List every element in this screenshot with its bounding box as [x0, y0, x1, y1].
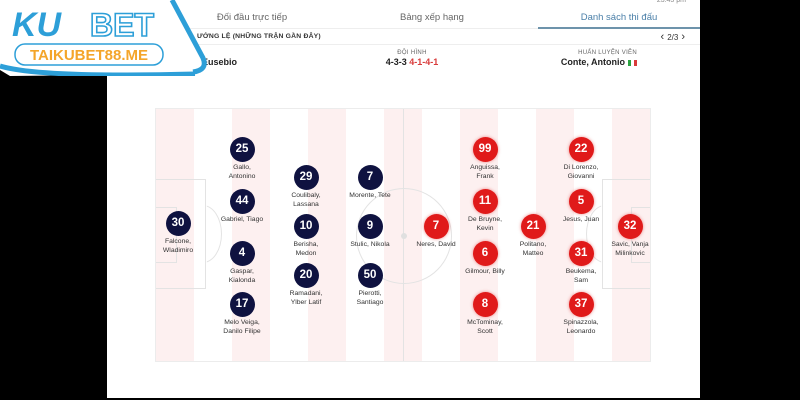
away-player[interactable]: 11 De Bruyne, Kevin: [450, 189, 520, 233]
home-player[interactable]: 25 Gallo, Antonino: [207, 137, 277, 181]
away-player[interactable]: 37 Spinazzola, Leonardo: [546, 292, 616, 336]
player-name: Politano, Matteo: [519, 241, 547, 257]
jersey-number-badge[interactable]: 7: [357, 165, 383, 190]
away-player[interactable]: 6 Gilmour, Billy: [450, 241, 520, 277]
home-coach-name: , Eusebio: [197, 57, 238, 67]
player-name: Melo Veiga, Danilo Filipe: [223, 319, 261, 335]
away-player[interactable]: 32 Savic, Vanja Milinkovic: [595, 214, 650, 258]
jersey-number-badge[interactable]: 31: [568, 241, 594, 266]
player-name: Pierotti, Santiago: [356, 290, 384, 306]
brand-bet: BET: [90, 7, 154, 43]
center-circle: [356, 188, 452, 284]
player-name: Gallo, Antonino: [228, 164, 256, 180]
player-name: Ramadani, Ylber Latif: [289, 290, 323, 306]
jersey-number-badge[interactable]: 4: [229, 241, 255, 266]
formation-label: ĐỘI HÌNH: [397, 50, 427, 56]
prev-page-icon[interactable]: ‹: [660, 31, 665, 43]
away-player[interactable]: 31 Beukema, Sam: [546, 241, 616, 285]
football-pitch: 30 Falcone, Wladimiro 25 Gallo, Antonino 44 G…: [155, 108, 651, 362]
jersey-number-badge[interactable]: 9: [357, 214, 383, 239]
home-player[interactable]: 29 Coulibaly, Lassana: [271, 165, 341, 209]
player-name: Stulic, Nikola: [350, 241, 390, 248]
player-name: Spinazzola, Leonardo: [563, 319, 599, 335]
player-name: Coulibaly, Lassana: [291, 192, 321, 208]
jersey-number-badge[interactable]: 6: [472, 241, 498, 266]
jersey-number-badge[interactable]: 7: [423, 214, 449, 239]
page-indicator: 2/3: [667, 32, 679, 42]
player-name: Di Lorenzo, Giovanni: [563, 164, 599, 180]
player-name: Falcone, Wladimiro: [162, 238, 194, 254]
brand-domain: TAIKUBET88.ME: [30, 47, 148, 64]
jersey-number-badge[interactable]: 10: [293, 214, 319, 239]
home-player[interactable]: 20 Ramadani, Ylber Latif: [271, 263, 341, 307]
home-player[interactable]: 9 Stulic, Nikola: [335, 214, 405, 250]
home-player[interactable]: 17 Melo Veiga, Danilo Filipe: [207, 292, 277, 336]
jersey-number-badge[interactable]: 21: [520, 214, 546, 239]
home-player[interactable]: 30 Falcone, Wladimiro: [156, 211, 213, 255]
formations: ĐỘI HÌNH 4-3-3 4-1-4-1: [352, 50, 472, 67]
section-header: ƯỚNG LỆ (NHỮNG TRẬN GẦN ĐÂY) ‹ 2/3 ›: [107, 30, 700, 45]
away-player[interactable]: 21 Politano, Matteo: [498, 214, 568, 258]
player-name: Savic, Vanja Milinkovic: [611, 241, 649, 257]
italy-flag-icon: [628, 59, 637, 66]
home-player[interactable]: 7 Morente, Tete: [335, 165, 405, 201]
tab-standings[interactable]: Bảng xếp hạng: [400, 12, 464, 23]
tab-lineups[interactable]: Danh sách thi đấu: [538, 7, 700, 29]
player-name: McTominay, Scott: [467, 319, 503, 335]
jersey-number-badge[interactable]: 30: [165, 211, 191, 236]
player-name: Neres, David: [416, 241, 456, 248]
player-name: Morente, Tete: [349, 192, 391, 199]
match-time: 23:45 pm: [656, 0, 686, 4]
player-name: Jesus, Juan: [562, 216, 600, 223]
jersey-number-badge[interactable]: 11: [472, 189, 498, 214]
jersey-number-badge[interactable]: 99: [472, 137, 498, 162]
jersey-number-badge[interactable]: 32: [617, 214, 643, 239]
left-penalty-area: [156, 179, 206, 289]
away-formation: 4-1-4-1: [409, 57, 439, 67]
player-name: De Bruyne, Kevin: [467, 216, 502, 232]
player-name: Berisha, Medon: [293, 241, 319, 257]
away-coach-label: HUẤN LUYỆN VIÊN: [578, 50, 637, 56]
home-player[interactable]: 4 Gaspar, Kialonda: [207, 241, 277, 285]
player-name: Gaspar, Kialonda: [228, 268, 256, 284]
away-player[interactable]: 7 Neres, David: [401, 214, 471, 250]
jersey-number-badge[interactable]: 17: [229, 292, 255, 317]
tab-bar: Đối đầu trực tiếp Bảng xếp hạng Danh sác…: [107, 7, 700, 29]
center-spot: [401, 233, 407, 239]
match-panel: 23:45 pm Đối đầu trực tiếp Bảng xếp hạng…: [107, 0, 700, 398]
player-name: Beukema, Sam: [565, 268, 597, 284]
home-player[interactable]: 50 Pierotti, Santiago: [335, 263, 405, 307]
jersey-number-badge[interactable]: 50: [357, 263, 383, 288]
jersey-number-badge[interactable]: 20: [293, 263, 319, 288]
home-player[interactable]: 10 Berisha, Medon: [271, 214, 341, 258]
brand-ku: KU: [12, 6, 63, 44]
section-title: ƯỚNG LỆ (NHỮNG TRẬN GẦN ĐÂY): [197, 33, 321, 40]
away-player[interactable]: 8 McTominay, Scott: [450, 292, 520, 336]
away-player[interactable]: 5 Jesus, Juan: [546, 189, 616, 225]
player-name: Gabriel, Tiago: [220, 216, 264, 223]
player-name: Anguissa, Frank: [470, 164, 500, 180]
away-player[interactable]: 22 Di Lorenzo, Giovanni: [546, 137, 616, 181]
jersey-number-badge[interactable]: 22: [568, 137, 594, 162]
away-coach-name: Conte, Antonio: [560, 57, 625, 67]
jersey-number-badge[interactable]: 8: [472, 292, 498, 317]
jersey-number-badge[interactable]: 44: [229, 189, 255, 214]
jersey-number-badge[interactable]: 25: [229, 137, 255, 162]
kubet-watermark-logo: KU BET TAIKUBET88.ME: [0, 0, 207, 76]
away-player[interactable]: 99 Anguissa, Frank: [450, 137, 520, 181]
home-formation: 4-3-3: [385, 57, 407, 67]
jersey-number-badge[interactable]: 37: [568, 292, 594, 317]
next-page-icon[interactable]: ›: [681, 31, 685, 43]
player-name: Gilmour, Billy: [465, 268, 505, 275]
away-coach: HUẤN LUYỆN VIÊN Conte, Antonio: [561, 50, 637, 67]
right-penalty-area: [602, 179, 650, 289]
jersey-number-badge[interactable]: 29: [293, 165, 319, 190]
jersey-number-badge[interactable]: 5: [568, 189, 594, 214]
tab-head-to-head[interactable]: Đối đầu trực tiếp: [216, 12, 288, 23]
pager: ‹ 2/3 ›: [661, 31, 685, 43]
home-player[interactable]: 44 Gabriel, Tiago: [207, 189, 277, 225]
